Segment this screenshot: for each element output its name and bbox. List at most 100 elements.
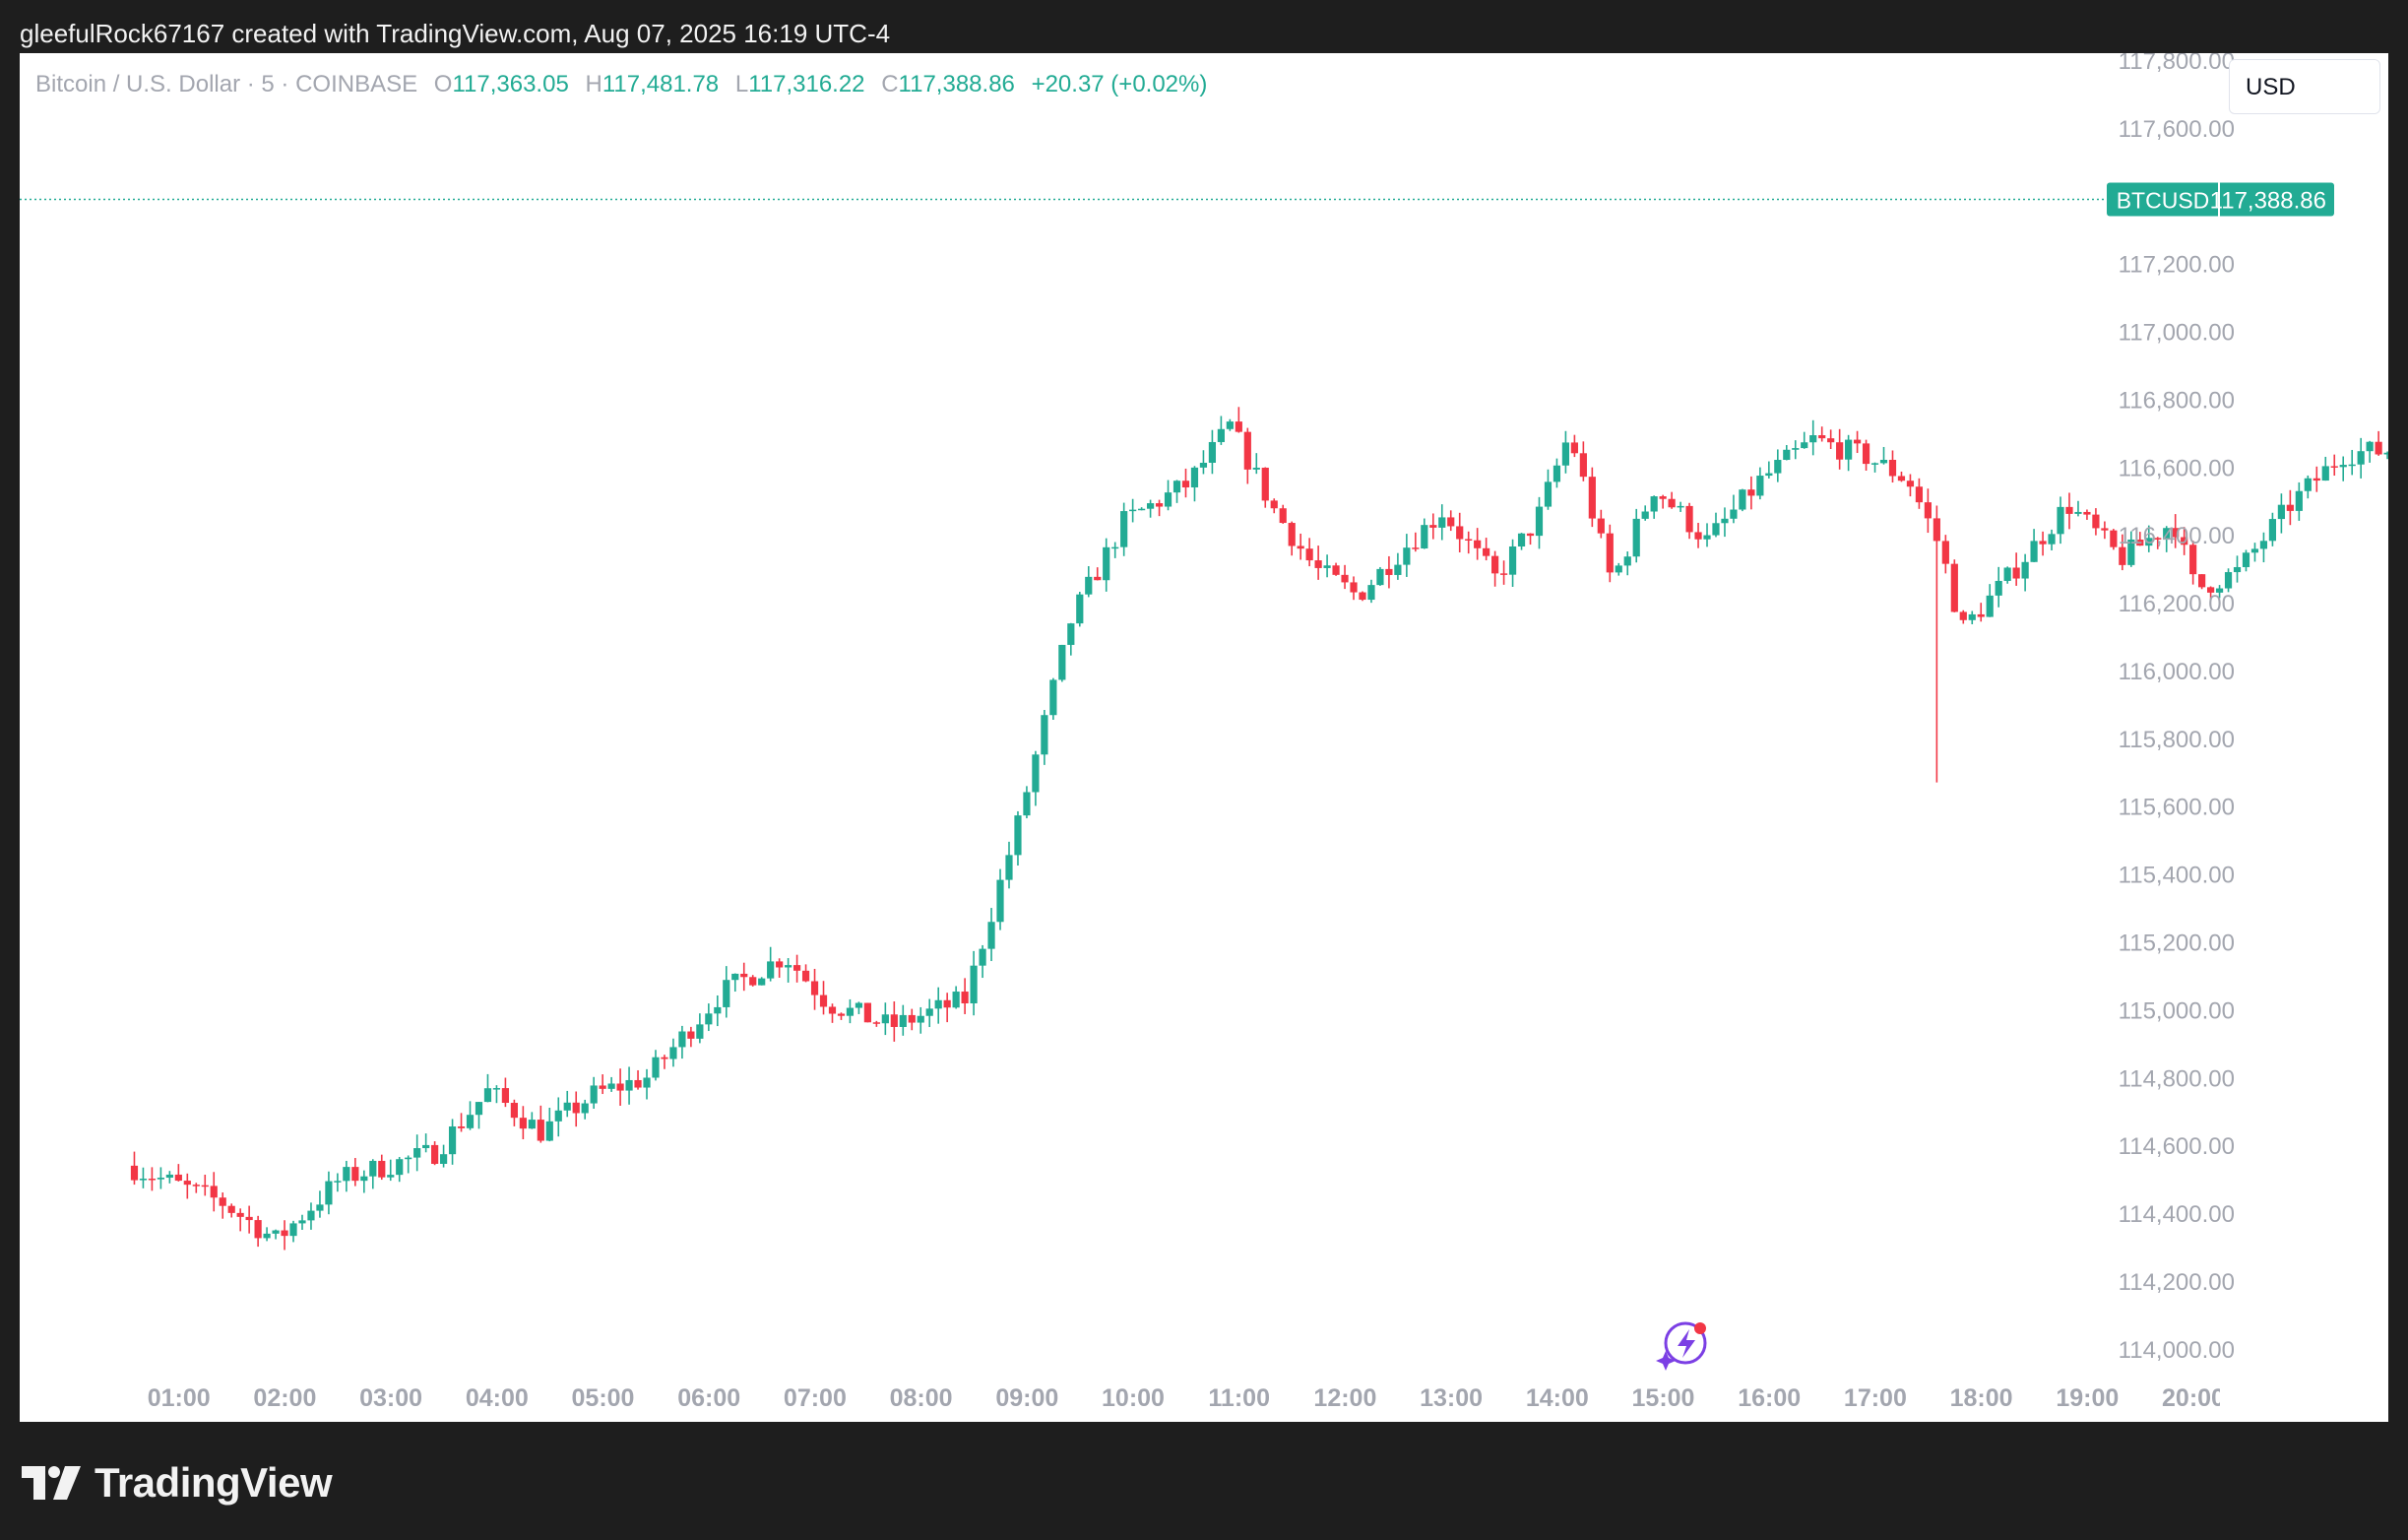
y-tick-label: 114,200.00	[2119, 1269, 2235, 1296]
candle-body	[1005, 855, 1013, 880]
y-tick-label: 115,600.00	[2119, 795, 2235, 821]
candle-body	[792, 965, 801, 971]
candle-body	[1792, 448, 1800, 450]
candle-body	[2083, 511, 2091, 515]
candle-body	[2110, 530, 2118, 547]
y-tick-label: 117,800.00	[2119, 53, 2235, 75]
candle-body	[1341, 574, 1349, 583]
currency-button[interactable]: USD	[2229, 59, 2380, 114]
candle-body	[2048, 534, 2056, 545]
x-tick-label: 01:00	[148, 1384, 211, 1412]
candle-body	[1995, 580, 2002, 596]
candle-body	[334, 1181, 342, 1183]
candle-body	[2242, 552, 2250, 567]
open-label: O	[433, 71, 453, 97]
x-tick-label: 13:00	[1420, 1384, 1483, 1412]
candle-body	[1677, 505, 1684, 508]
candle-body	[554, 1110, 562, 1122]
candle-body	[263, 1233, 271, 1239]
candle-body	[1870, 463, 1879, 465]
candle-body	[563, 1102, 571, 1111]
candle-body	[1429, 525, 1437, 528]
candle-body	[625, 1079, 633, 1091]
candle-body	[325, 1181, 333, 1205]
candle-body	[2206, 587, 2215, 593]
candle-body	[979, 948, 986, 966]
candle-body	[899, 1014, 907, 1027]
chart-panel[interactable]: 01:00 02:00 03:00 04:00 05:00 06:00 07:00 08:00…	[20, 53, 2388, 1422]
x-axis: 01:00 02:00 03:00 04:00 05:00 06:00 07:00 08:00…	[148, 1384, 2331, 1412]
candle-body	[1968, 613, 1976, 620]
close-value: 117,388.86	[898, 71, 1015, 97]
candle-body	[1208, 441, 1217, 463]
candle-body	[1323, 565, 1331, 568]
candle-body	[1403, 547, 1411, 565]
low-value: 117,316.22	[748, 71, 865, 97]
candle-body	[776, 961, 784, 968]
lightning-alert-icon[interactable]	[1656, 1321, 1707, 1371]
candle-body	[616, 1083, 624, 1091]
candle-body	[2304, 478, 2312, 491]
candle-body	[545, 1121, 553, 1141]
candle-body	[2127, 539, 2135, 565]
candle-body	[210, 1186, 218, 1198]
footer-brand: TradingView	[22, 1455, 333, 1510]
candle-body	[139, 1179, 148, 1181]
candle-body	[387, 1175, 395, 1178]
y-axis: 114,000.00 114,200.00 114,400.00 114,600.00…	[2119, 53, 2235, 1364]
candle-body	[661, 1057, 668, 1059]
candle-body	[1412, 547, 1420, 549]
candle-body	[183, 1181, 191, 1186]
candle-body	[2074, 511, 2082, 514]
candle-body	[863, 1002, 871, 1023]
candle-body	[1146, 503, 1155, 509]
candle-body	[1915, 486, 1924, 503]
candle-body	[1508, 545, 1517, 575]
candle-body	[475, 1102, 483, 1116]
candle-body	[1950, 563, 1958, 612]
snapshot-caption: gleefulRock67167 created with TradingVie…	[20, 19, 891, 48]
candle-body	[1588, 477, 1596, 519]
candle-body	[2145, 538, 2153, 546]
candle-body	[1659, 496, 1667, 499]
candle-body	[2259, 541, 2268, 549]
y-tick-label: 117,200.00	[2119, 252, 2235, 279]
brand-name: TradingView	[95, 1459, 333, 1506]
candle-body	[2003, 567, 2011, 581]
candle-body	[714, 1006, 722, 1014]
candle-body	[1544, 481, 1553, 507]
candle-body	[1235, 421, 1242, 432]
candle-body	[669, 1047, 677, 1059]
candle-body	[678, 1031, 686, 1048]
candle-body	[396, 1159, 404, 1176]
candle-body	[1190, 467, 1199, 487]
candle-body	[572, 1102, 580, 1114]
candle-body	[1421, 525, 1428, 548]
symbol-description: Bitcoin / U.S. Dollar · 5 · COINBASE	[35, 71, 418, 97]
candle-body	[2198, 574, 2206, 588]
candle-body	[1297, 545, 1304, 549]
candle-body	[2268, 519, 2277, 542]
y-tick-label: 114,800.00	[2119, 1065, 2235, 1092]
high-label: H	[585, 71, 602, 97]
candle-body	[1483, 547, 1490, 556]
candle-body	[466, 1115, 475, 1128]
candle-body	[1279, 508, 1287, 524]
price-tag-price: 117,388.86	[2210, 188, 2326, 215]
candle-body	[1094, 576, 1102, 581]
x-tick-label: 05:00	[572, 1384, 635, 1412]
candle-body	[740, 973, 748, 978]
candle-body	[2012, 567, 2020, 579]
candle-body	[810, 981, 819, 995]
candle-body	[1350, 582, 1358, 593]
candle-body	[1288, 523, 1296, 546]
candle-body	[492, 1088, 501, 1090]
candle-body	[731, 973, 739, 981]
candle-body	[758, 978, 766, 986]
price-chart[interactable]: 01:00 02:00 03:00 04:00 05:00 06:00 07:00 08:00…	[20, 53, 2388, 1422]
candle-body	[1385, 568, 1393, 575]
candle-body	[537, 1120, 544, 1141]
candle-body	[2163, 528, 2171, 540]
candle-body	[1783, 449, 1791, 461]
candle-body	[1888, 459, 1897, 477]
